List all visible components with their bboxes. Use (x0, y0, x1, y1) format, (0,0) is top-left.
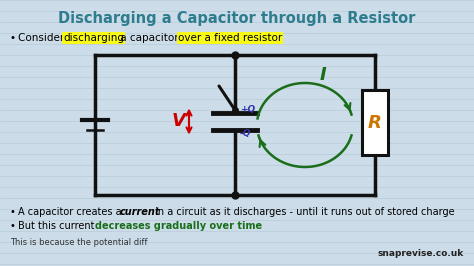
Text: R: R (368, 114, 382, 131)
Text: a capacitor: a capacitor (117, 33, 182, 43)
Text: current: current (120, 207, 161, 217)
Text: I: I (319, 66, 327, 84)
Text: +Q: +Q (240, 105, 255, 114)
Text: V: V (172, 113, 186, 131)
Text: decreases gradually over time: decreases gradually over time (95, 221, 262, 231)
Text: over a fixed resistor: over a fixed resistor (178, 33, 282, 43)
Text: discharging: discharging (63, 33, 124, 43)
Text: •: • (10, 33, 16, 43)
Text: snaprevise.co.uk: snaprevise.co.uk (378, 249, 464, 258)
Text: A capacitor creates a: A capacitor creates a (18, 207, 125, 217)
Text: in a circuit as it discharges - until it runs out of stored charge: in a circuit as it discharges - until it… (152, 207, 455, 217)
Text: But this current: But this current (18, 221, 98, 231)
Text: •: • (10, 207, 16, 217)
Text: Discharging a Capacitor through a Resistor: Discharging a Capacitor through a Resist… (58, 11, 416, 26)
Bar (362, 90, 388, 155)
Text: Consider: Consider (18, 33, 67, 43)
Text: This is because the potential diff: This is because the potential diff (10, 238, 147, 247)
Text: •: • (10, 221, 16, 231)
Text: -Q: -Q (240, 129, 251, 138)
